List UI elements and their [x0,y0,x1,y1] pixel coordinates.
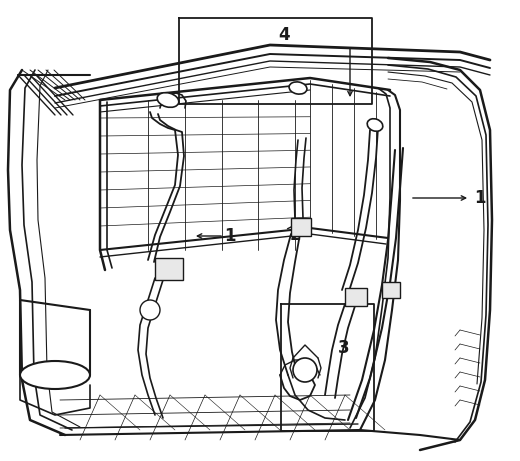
FancyBboxPatch shape [291,218,311,236]
Circle shape [140,300,160,320]
Text: 1: 1 [224,227,236,245]
Text: 3: 3 [338,339,350,357]
FancyBboxPatch shape [382,282,400,298]
Ellipse shape [289,82,307,94]
Circle shape [293,358,317,382]
Text: 2: 2 [290,226,302,244]
Text: 1: 1 [474,189,486,207]
Text: 4: 4 [278,26,290,44]
Ellipse shape [20,361,90,389]
FancyBboxPatch shape [345,288,367,306]
Ellipse shape [157,93,179,107]
Ellipse shape [367,119,383,131]
FancyBboxPatch shape [155,258,183,280]
